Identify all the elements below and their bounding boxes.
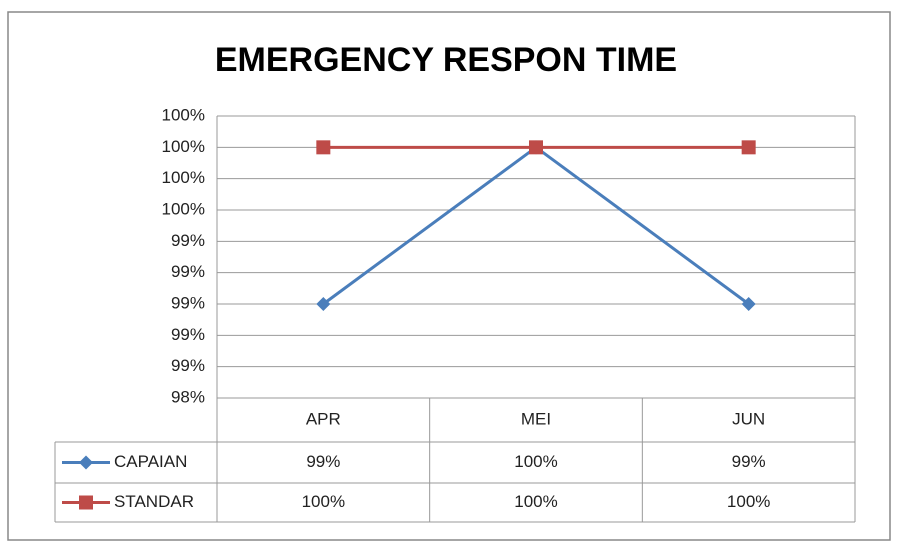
marker [529, 140, 543, 155]
chart-border [7, 11, 891, 541]
marker [79, 495, 93, 510]
marker [79, 455, 93, 470]
table-value: 100% [727, 492, 770, 511]
marker [316, 297, 331, 311]
y-tick-label: 99% [171, 231, 205, 250]
y-tick-label: 99% [171, 356, 205, 375]
legend-label: CAPAIAN [114, 452, 187, 471]
y-tick-label: 99% [171, 262, 205, 281]
y-tick-label: 98% [171, 387, 205, 406]
y-tick-label: 100% [162, 105, 205, 124]
y-tick-label: 99% [171, 325, 205, 344]
table-value: 99% [306, 452, 340, 471]
y-tick-label: 99% [171, 293, 205, 312]
marker [741, 140, 756, 155]
y-tick-label: 100% [162, 137, 205, 156]
table-value: 100% [302, 492, 345, 511]
y-tick-label: 100% [162, 199, 205, 218]
x-tick-label: MEI [521, 409, 551, 428]
table-value: 100% [514, 452, 557, 471]
marker [316, 140, 331, 155]
y-tick-label: 100% [162, 168, 205, 187]
chart-title: EMERGENCY RESPON TIME [215, 41, 677, 79]
x-tick-label: APR [306, 409, 341, 428]
x-tick-label: JUN [732, 409, 765, 428]
legend-label: STANDAR [114, 492, 194, 511]
table-value: 100% [514, 492, 557, 511]
marker [741, 297, 756, 311]
table-value: 99% [732, 452, 766, 471]
